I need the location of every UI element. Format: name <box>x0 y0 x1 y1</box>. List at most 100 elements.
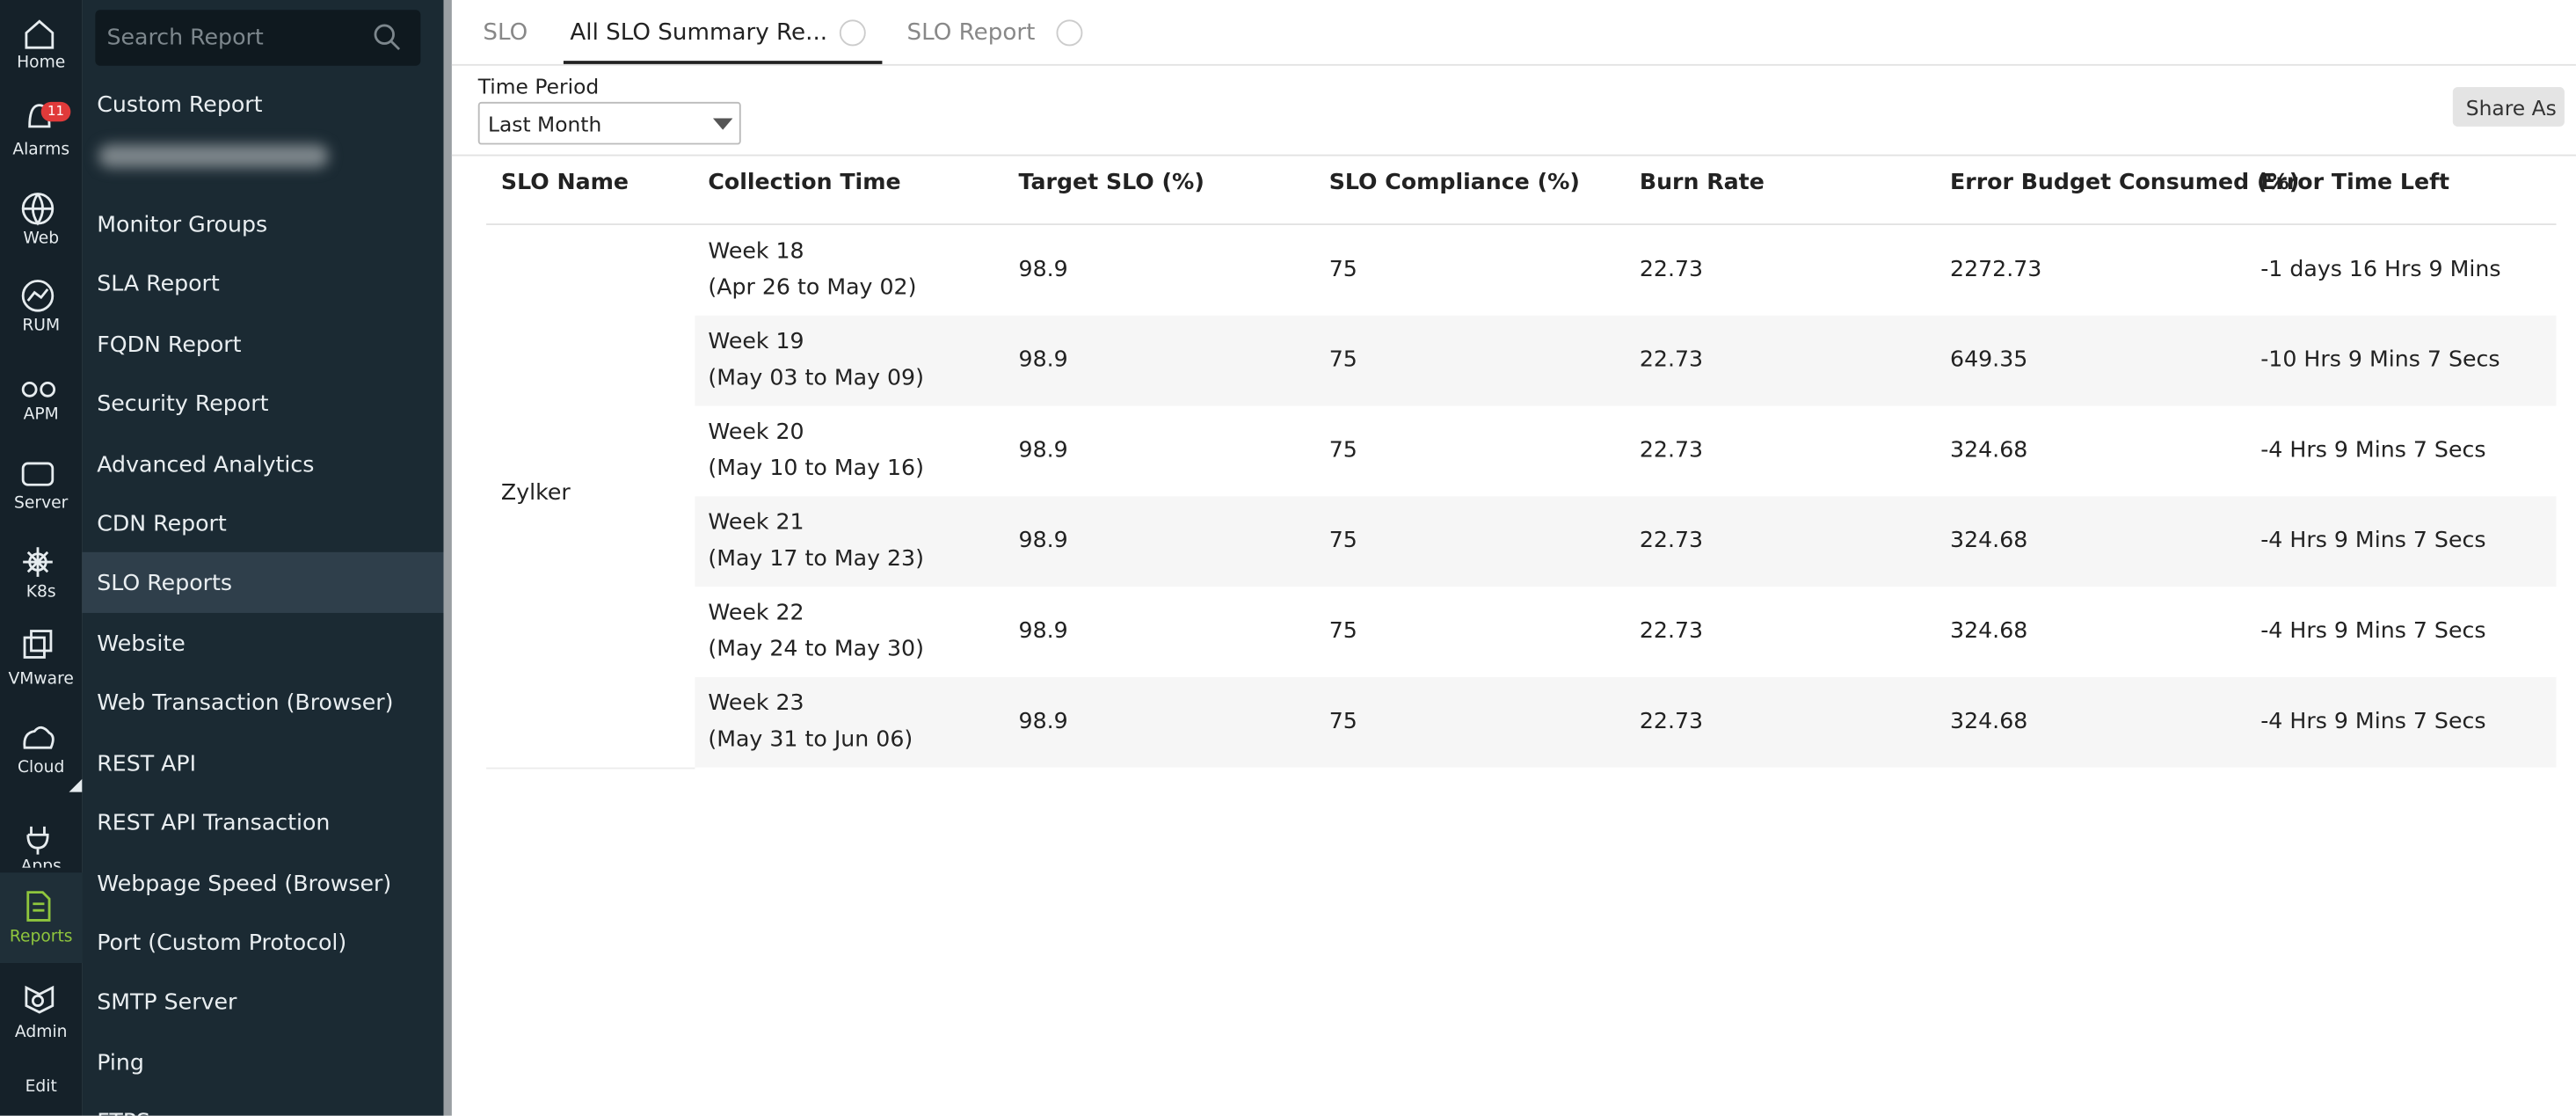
table-cell: 75 <box>1328 256 1357 283</box>
table-cell: 98.9 <box>1018 346 1068 374</box>
report-menu-item[interactable]: Custom Report <box>97 91 263 119</box>
week-label: Week 19 <box>708 328 804 355</box>
table-cell: 75 <box>1328 346 1357 374</box>
scrollbar <box>443 0 452 1116</box>
column-header: Target SLO (%) <box>1018 169 1204 196</box>
tab-close[interactable] <box>1056 19 1083 47</box>
table-cell: 22.73 <box>1639 527 1704 554</box>
table-cell: 324.68 <box>1950 527 2028 554</box>
tab-bar-border <box>451 63 2576 66</box>
table-bottom-border <box>486 767 695 770</box>
week-label: Week 20 <box>708 419 804 446</box>
column-header: Collection Time <box>708 169 901 196</box>
select-arrow <box>712 118 733 130</box>
table-cell: 324.68 <box>1950 708 2028 735</box>
report-sidebar: Search Report Custom Report Monitor Group… <box>82 0 444 1116</box>
report-menu-item[interactable]: Website <box>97 631 186 658</box>
selected-item-bg <box>82 551 444 613</box>
table-cell: 75 <box>1328 617 1357 645</box>
table-cell: 2272.73 <box>1950 256 2042 283</box>
table-cell: 98.9 <box>1018 437 1068 463</box>
table-cell: 22.73 <box>1639 708 1704 735</box>
table-cell: 75 <box>1328 708 1357 735</box>
nav-item-label[interactable]: RUM <box>22 317 61 336</box>
tab[interactable]: SLO Report <box>906 19 1036 47</box>
week-range: (Apr 26 to May 02) <box>708 274 917 301</box>
nav-item-label[interactable]: APM <box>23 405 59 425</box>
table-cell: 98.9 <box>1018 256 1068 283</box>
nav-item-label[interactable]: VMware <box>8 670 74 689</box>
report-menu-item[interactable]: Security Report <box>97 390 269 418</box>
table-cell: 22.73 <box>1639 617 1704 645</box>
alarm-badge: 11 <box>47 103 65 119</box>
nav-icons <box>0 19 83 1014</box>
table-cell: 98.9 <box>1018 708 1068 735</box>
nav-item-label[interactable]: Cloud <box>17 759 65 777</box>
nav-item-label[interactable]: Apps <box>20 857 62 876</box>
nav-item-label[interactable]: Web <box>23 230 60 249</box>
row-stripe <box>695 496 2557 587</box>
table-cell: -4 Hrs 9 Mins 7 Secs <box>2260 708 2486 735</box>
column-header: Error Budget Consumed (%) <box>1950 169 2300 196</box>
column-header: Burn Rate <box>1639 169 1765 196</box>
row-stripe <box>695 676 2557 768</box>
nav-item-label[interactable]: Home <box>17 54 66 73</box>
table-cell: 22.73 <box>1639 346 1704 374</box>
tab-close[interactable] <box>839 19 866 47</box>
table-cell: 98.9 <box>1018 527 1068 554</box>
share-button[interactable]: Share As <box>2452 87 2565 127</box>
table-cell: 324.68 <box>1950 617 2028 645</box>
report-menu-item[interactable]: Ping <box>97 1050 144 1076</box>
week-label: Week 21 <box>708 509 804 536</box>
report-menu-item[interactable]: REST API Transaction <box>97 810 331 837</box>
report-menu-item[interactable]: FTPS <box>97 1109 150 1115</box>
table-cell: -10 Hrs 9 Mins 7 Secs <box>2260 346 2500 374</box>
report-menu-item[interactable]: SMTP Server <box>97 988 237 1016</box>
table-cell: 324.68 <box>1950 437 2028 463</box>
report-menu-item[interactable]: Port (Custom Protocol) <box>97 930 347 957</box>
week-label: Week 22 <box>708 600 804 626</box>
table-cell: -4 Hrs 9 Mins 7 Secs <box>2260 527 2486 554</box>
report-menu-item[interactable]: REST API <box>97 750 197 777</box>
report-menu-item[interactable]: FQDN Report <box>97 332 242 359</box>
report-menu-item[interactable]: Webpage Speed (Browser) <box>97 871 392 898</box>
nav-item-label[interactable]: Edit <box>25 1077 57 1097</box>
week-range: (May 31 to Jun 06) <box>708 726 913 753</box>
nav-item-label[interactable]: K8s <box>25 583 56 602</box>
table-cell: 75 <box>1328 437 1357 463</box>
report-menu-item[interactable]: Monitor Groups <box>97 212 268 238</box>
table-cell: 22.73 <box>1639 256 1704 283</box>
tab[interactable]: All SLO Summary Re... <box>570 19 828 47</box>
nav-item-label[interactable]: Alarms <box>12 141 70 160</box>
report-menu-item[interactable]: SLA Report <box>97 271 220 298</box>
nav-item-label[interactable]: Reports <box>9 928 73 947</box>
select-value: Last Month <box>487 112 602 137</box>
week-range: (May 10 to May 16) <box>708 455 924 482</box>
share-button-label: Share As <box>2465 95 2557 120</box>
report-menu-item[interactable]: Web Transaction (Browser) <box>97 689 394 717</box>
report-menu-item[interactable]: Advanced Analytics <box>97 451 315 478</box>
week-range: (May 03 to May 09) <box>708 364 924 391</box>
nav-item-label[interactable]: Admin <box>14 1024 68 1042</box>
table-cell: 22.73 <box>1639 437 1704 463</box>
tab[interactable]: SLO <box>483 19 528 47</box>
filter-label: Time Period <box>477 74 600 99</box>
table-cell: -4 Hrs 9 Mins 7 Secs <box>2260 617 2486 645</box>
blurred-item <box>98 144 329 168</box>
report-menu-item[interactable]: SLO Reports <box>97 570 233 597</box>
search-icon <box>374 24 401 51</box>
time-period-select[interactable]: Last Month <box>477 101 741 145</box>
report-menu-item[interactable]: CDN Report <box>97 511 227 538</box>
slo-name-cell: Zylker <box>500 479 571 507</box>
active-tab-underline <box>563 61 883 64</box>
week-label: Week 18 <box>708 237 804 265</box>
week-range: (May 24 to May 30) <box>708 636 924 663</box>
column-header: SLO Compliance (%) <box>1328 169 1580 196</box>
nav-item-label[interactable]: Server <box>14 494 69 514</box>
column-header: SLO Name <box>500 169 629 196</box>
table-cell: 649.35 <box>1950 346 2028 374</box>
search-box[interactable]: Search Report <box>95 10 421 66</box>
